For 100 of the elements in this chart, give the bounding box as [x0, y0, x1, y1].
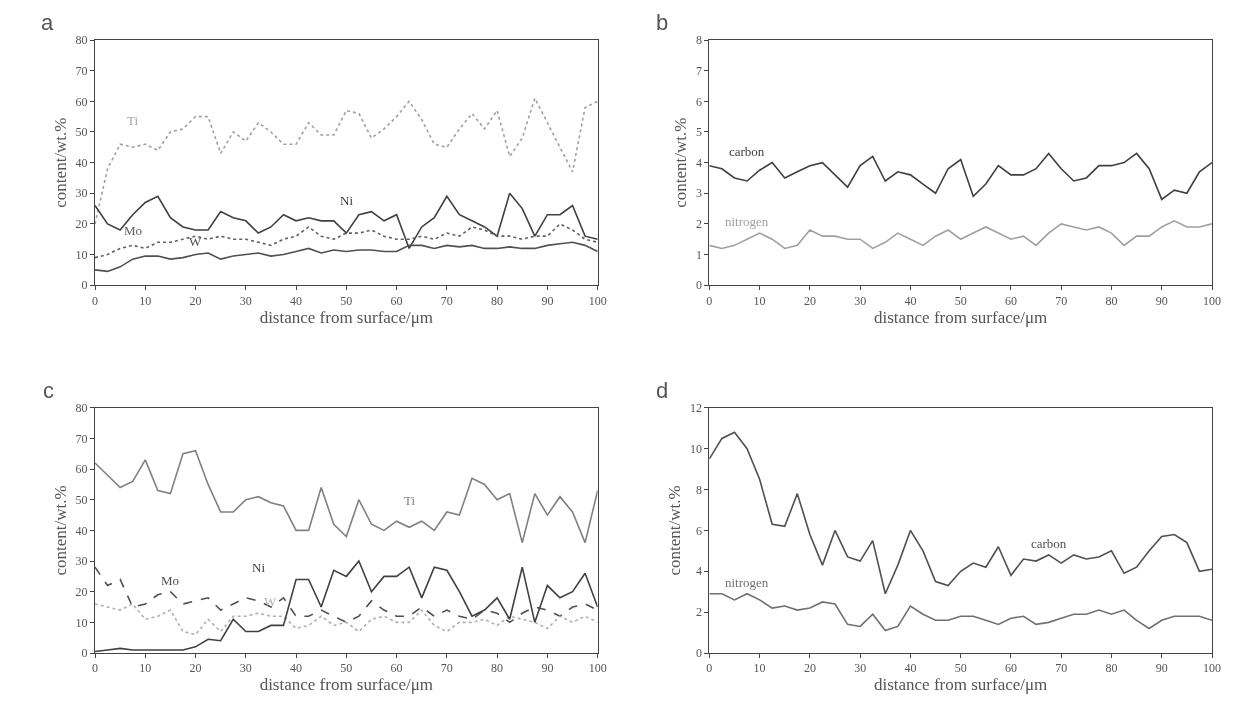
- x-tick-label: 10: [753, 661, 766, 676]
- x-tick-label: 40: [290, 293, 303, 308]
- series-label: Ti: [404, 493, 416, 508]
- chart-title: a: [41, 10, 54, 35]
- y-axis-title: content/wt.%: [51, 485, 71, 576]
- y-tick-label: 0: [695, 646, 702, 661]
- chart-title: b: [656, 10, 669, 35]
- series-label: Mo: [161, 573, 180, 588]
- x-tick-label: 20: [189, 661, 202, 676]
- line-series: [95, 97, 598, 225]
- series-label: W: [189, 234, 202, 249]
- y-tick-label: 50: [75, 492, 88, 507]
- x-tick-label: 50: [954, 293, 967, 308]
- y-tick-label: 0: [695, 278, 702, 293]
- y-tick-label: 0: [81, 278, 88, 293]
- x-tick-label: 90: [1155, 661, 1168, 676]
- x-tick-label: 20: [803, 293, 816, 308]
- x-tick-label: 40: [904, 293, 917, 308]
- y-tick-label: 70: [75, 431, 88, 446]
- x-axis-title: distance from surface/μm: [873, 307, 1048, 327]
- y-tick-label: 20: [75, 584, 88, 599]
- y-axis-title: content/wt.%: [51, 117, 71, 208]
- series-label: nitrogen: [725, 575, 769, 590]
- y-tick-label: 1: [695, 247, 702, 262]
- y-tick-label: 5: [695, 125, 702, 140]
- series-label: Ni: [340, 193, 354, 208]
- x-tick-label: 80: [1105, 293, 1118, 308]
- x-tick-label: 70: [440, 661, 453, 676]
- y-tick-label: 40: [75, 155, 88, 170]
- y-tick-label: 8: [695, 482, 702, 497]
- y-tick-label: 8: [695, 33, 702, 48]
- x-tick-label: 100: [1203, 293, 1221, 308]
- y-tick-label: 70: [75, 63, 88, 78]
- series-label: carbon: [729, 144, 765, 159]
- y-tick-label: 30: [75, 186, 88, 201]
- y-tick-label: 2: [695, 605, 702, 620]
- x-tick-label: 50: [340, 293, 353, 308]
- x-tick-label: 70: [440, 293, 453, 308]
- x-tick-label: 70: [1055, 293, 1068, 308]
- y-axis-title: content/wt.%: [671, 117, 691, 208]
- y-tick-label: 2: [695, 217, 702, 232]
- x-tick-label: 10: [139, 661, 152, 676]
- chart-title: c: [43, 378, 54, 403]
- x-tick-label: 40: [904, 661, 917, 676]
- x-tick-label: 90: [541, 293, 554, 308]
- line-series: [709, 592, 1212, 632]
- x-tick-label: 80: [491, 293, 504, 308]
- y-tick-label: 30: [75, 554, 88, 569]
- x-tick-label: 100: [588, 293, 607, 308]
- x-axis-title: distance from surface/μm: [259, 307, 434, 327]
- x-tick-label: 20: [803, 661, 816, 676]
- y-tick-label: 6: [695, 94, 702, 109]
- y-tick-label: 10: [75, 615, 88, 630]
- y-tick-label: 20: [75, 217, 88, 232]
- x-axis-title: distance from surface/μm: [873, 675, 1048, 695]
- x-tick-label: 30: [239, 293, 252, 308]
- x-tick-label: 90: [541, 661, 554, 676]
- y-tick-label: 10: [75, 247, 88, 262]
- y-tick-label: 60: [75, 94, 88, 109]
- x-tick-label: 60: [390, 661, 403, 676]
- y-tick-label: 7: [695, 63, 702, 78]
- x-tick-label: 90: [1155, 293, 1168, 308]
- series-label: nitrogen: [725, 214, 769, 229]
- x-tick-label: 20: [189, 293, 202, 308]
- x-tick-label: 100: [588, 661, 607, 676]
- x-axis-title: distance from surface/μm: [259, 675, 434, 695]
- x-tick-label: 30: [854, 293, 867, 308]
- x-tick-label: 50: [340, 661, 353, 676]
- x-tick-label: 10: [753, 293, 766, 308]
- x-tick-label: 100: [1203, 661, 1221, 676]
- line-series: [709, 220, 1212, 250]
- x-tick-label: 0: [706, 661, 713, 676]
- y-tick-label: 0: [81, 646, 88, 661]
- y-tick-label: 10: [689, 441, 702, 456]
- x-tick-label: 40: [290, 661, 303, 676]
- x-tick-label: 60: [1004, 293, 1017, 308]
- y-tick-label: 12: [689, 401, 702, 415]
- x-tick-label: 0: [92, 661, 98, 676]
- chart-title: d: [656, 378, 669, 403]
- y-tick-label: 80: [75, 33, 88, 48]
- y-tick-label: 4: [695, 564, 702, 579]
- y-tick-label: 6: [695, 523, 702, 538]
- x-tick-label: 10: [139, 293, 152, 308]
- y-axis-title: content/wt.%: [665, 485, 685, 576]
- y-tick-label: 40: [75, 523, 88, 538]
- series-label: Ti: [127, 113, 139, 128]
- x-tick-label: 80: [491, 661, 504, 676]
- line-series: [95, 449, 598, 544]
- text: Ni: [252, 560, 266, 575]
- y-tick-label: 4: [695, 155, 702, 170]
- y-tick-label: 80: [75, 401, 88, 415]
- x-tick-label: 60: [1004, 661, 1017, 676]
- x-tick-label: 0: [706, 293, 713, 308]
- x-tick-label: 30: [854, 661, 867, 676]
- y-tick-label: 60: [75, 462, 88, 477]
- x-tick-label: 30: [239, 661, 252, 676]
- x-tick-label: 50: [954, 661, 967, 676]
- x-tick-label: 0: [92, 293, 98, 308]
- series-label: carbon: [1031, 536, 1067, 551]
- series-label: W: [264, 594, 277, 609]
